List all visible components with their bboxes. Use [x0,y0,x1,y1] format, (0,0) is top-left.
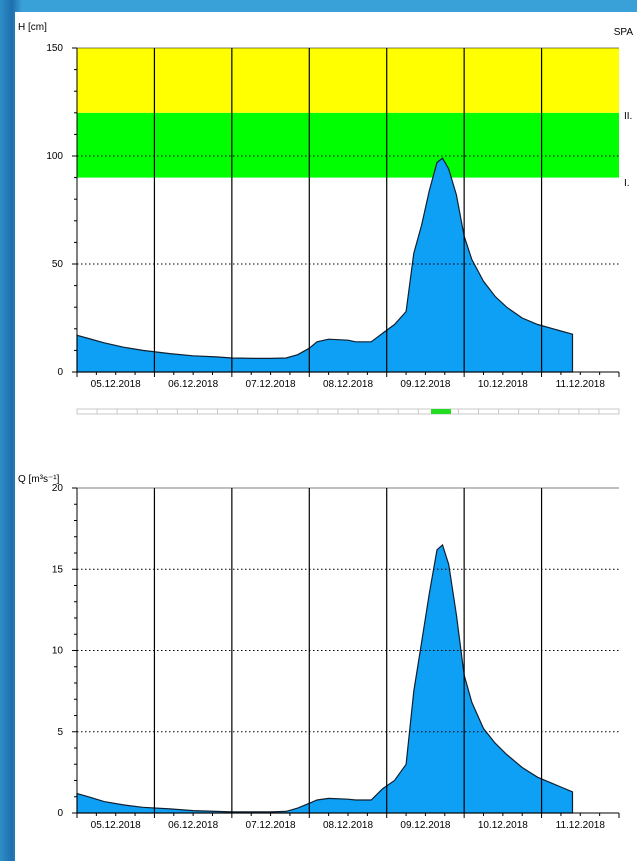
chart2-gridlines [77,488,619,813]
chart1-scrollbar-thumb[interactable] [431,409,451,414]
c2-xtick-label-2: 07.12.2018 [246,820,296,831]
chart1-x-tick-labels: 05.12.2018 06.12.2018 07.12.2018 08.12.2018… [91,379,606,390]
chart1-axes [72,47,620,377]
c1-xtick-label-1: 06.12.2018 [168,379,218,390]
c1-ytick-label-1: 50 [52,259,64,270]
chart2-ylabel: Q [m³s⁻¹] [18,474,60,485]
chart1-ylabel: H [cm] [18,22,47,33]
chart-panel: H [cm] SPA 0 50 100 150 05.12.2018 06.12.201… [15,12,637,861]
water-level-chart: H [cm] SPA 0 50 100 150 05.12.2018 06.12.201… [18,22,634,415]
c2-ytick-label-1: 5 [57,727,63,738]
c2-ytick-label-0: 0 [57,808,63,819]
c1-xtick-label-2: 07.12.2018 [246,379,296,390]
c2-xtick-label-6: 11.12.2018 [556,820,606,831]
c2-ytick-label-2: 10 [52,646,64,657]
chart1-band-II [77,48,619,113]
c1-ytick-label-0: 0 [57,367,63,378]
c2-xtick-label-3: 08.12.2018 [323,820,373,831]
c1-ytick-label-3: 150 [46,43,63,54]
c1-xtick-label-0: 05.12.2018 [91,379,141,390]
chart2-axes [72,487,620,818]
c2-xtick-label-4: 09.12.2018 [400,820,450,831]
chart1-y-tick-labels: 0 50 100 150 [46,43,63,378]
c2-ytick-label-4: 20 [52,483,64,494]
chart1-area-series [76,157,574,373]
chart2-x-tick-labels: 05.12.2018 06.12.2018 07.12.2018 08.12.2018… [91,820,606,831]
c2-ytick-label-3: 15 [52,564,64,575]
chart1-band-I [77,112,619,178]
c2-xtick-label-1: 06.12.2018 [168,820,218,831]
chart2-y-tick-labels: 0 5 10 15 20 [52,483,64,819]
chart2-area-series [76,543,574,814]
c2-xtick-label-5: 10.12.2018 [478,820,528,831]
c1-xtick-label-5: 10.12.2018 [478,379,528,390]
chart1-gridlines [77,48,619,372]
chart1-band-I-label: I. [624,178,630,189]
c1-xtick-label-4: 09.12.2018 [400,379,450,390]
chart1-corner-label: SPA [614,27,634,38]
c1-ytick-label-2: 100 [46,151,63,162]
c1-xtick-label-3: 08.12.2018 [323,379,373,390]
c1-xtick-label-6: 11.12.2018 [556,379,606,390]
c2-xtick-label-0: 05.12.2018 [91,820,141,831]
chart1-band-II-label: II. [624,111,632,122]
chart1-scrollbar[interactable] [76,408,620,415]
